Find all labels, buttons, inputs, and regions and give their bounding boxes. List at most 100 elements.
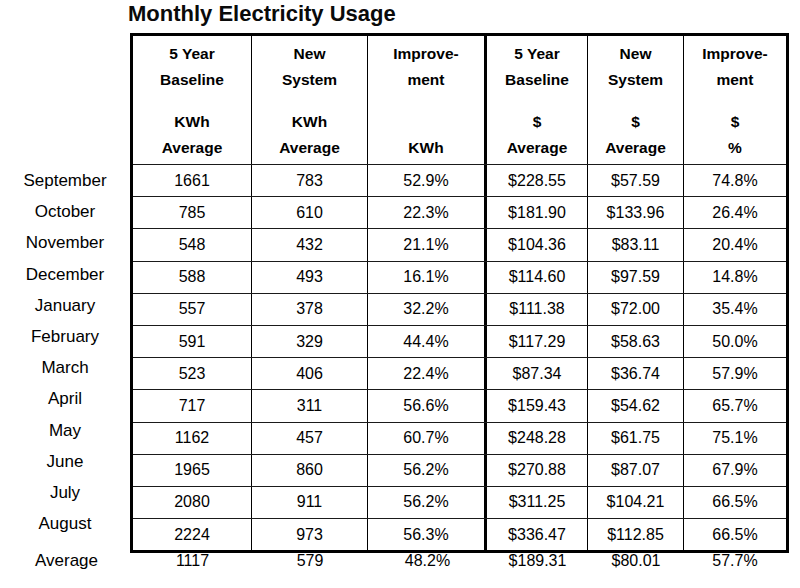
header-line: ment [686, 67, 784, 93]
table-cell: $117.29 [487, 326, 588, 357]
header-line: Improve- [686, 41, 784, 67]
header-line: Improve- [370, 41, 482, 67]
table-cell: 56.2% [368, 487, 487, 518]
table-cell: 20.4% [684, 229, 786, 260]
table-cell: 65.7% [684, 390, 786, 421]
table-cell: $114.60 [487, 262, 588, 293]
table-cell: 26.4% [684, 197, 786, 228]
header-cell: NewSystem KWhAverage [252, 36, 368, 164]
table-row: 55737832.2%$111.38$72.0035.4% [133, 294, 786, 326]
header-line: 5 Year [135, 41, 249, 67]
table-cell: 378 [252, 294, 368, 325]
table-cell: $36.74 [588, 358, 684, 389]
average-cell: 48.2% [368, 546, 487, 576]
month-label-column: SeptemberOctoberNovemberDecemberJanuaryF… [0, 33, 130, 540]
table-cell: 44.4% [368, 326, 487, 357]
table-cell: 311 [252, 390, 368, 421]
spreadsheet-page: Monthly Electricity Usage SeptemberOctob… [0, 0, 800, 588]
average-cell: 57.7% [684, 546, 786, 576]
header-line: New [254, 41, 365, 67]
month-label: March [0, 353, 130, 384]
table-cell: 74.8% [684, 165, 786, 196]
table-cell: 911 [252, 487, 368, 518]
table-cell: 67.9% [684, 455, 786, 486]
table-cell: 32.2% [368, 294, 487, 325]
header-line: Average [254, 135, 365, 161]
table-cell: 783 [252, 165, 368, 196]
table-row: 166178352.9%$228.55$57.5974.8% [133, 165, 786, 197]
table-cell: 548 [133, 229, 252, 260]
month-label: September [0, 166, 130, 197]
table-cell: $97.59 [588, 262, 684, 293]
table-cell: 717 [133, 390, 252, 421]
table-cell: $72.00 [588, 294, 684, 325]
table-cell: $111.38 [487, 294, 588, 325]
header-unit-lines: $Average [590, 109, 681, 161]
header-line: Average [489, 135, 585, 161]
month-label: January [0, 290, 130, 321]
header-line: ment [370, 67, 482, 93]
table-cell: 56.6% [368, 390, 487, 421]
header-line: KWh [254, 109, 365, 135]
table-row: 59132944.4%$117.29$58.6350.0% [133, 326, 786, 358]
table-row: 52340622.4%$87.34$36.7457.9% [133, 358, 786, 390]
month-label: May [0, 415, 130, 446]
average-cell: 1117 [133, 546, 252, 576]
header-line [370, 109, 482, 135]
table-cell: $311.25 [487, 487, 588, 518]
table-row: 78561022.3%$181.90$133.9626.4% [133, 197, 786, 229]
average-cell: 579 [252, 546, 368, 576]
table-cell: 591 [133, 326, 252, 357]
table-cell: 50.0% [684, 326, 786, 357]
header-line: $ [686, 109, 784, 135]
table-cell: 66.5% [684, 487, 786, 518]
header-row: 5 YearBaselineKWhAverageNewSystemKWhAver… [133, 36, 786, 165]
header-cell: 5 YearBaseline$Average [487, 36, 588, 164]
table-cell: $181.90 [487, 197, 588, 228]
page-title: Monthly Electricity Usage [128, 1, 396, 27]
month-label: August [0, 509, 130, 540]
header-title-lines: 5 YearBaseline [135, 41, 249, 93]
label-column-spacer [0, 33, 130, 166]
table-cell: 860 [252, 455, 368, 486]
month-label: June [0, 446, 130, 477]
header-title-lines: NewSystem [254, 41, 365, 93]
header-title-lines: NewSystem [590, 41, 681, 93]
header-title-lines: 5 YearBaseline [489, 41, 585, 93]
table-cell: 457 [252, 423, 368, 454]
table-cell: 1965 [133, 455, 252, 486]
table-cell: 52.9% [368, 165, 487, 196]
table-cell: 35.4% [684, 294, 786, 325]
table-cell: 2080 [133, 487, 252, 518]
table-cell: $270.88 [487, 455, 588, 486]
average-label: Average [0, 546, 133, 576]
table-cell: 785 [133, 197, 252, 228]
header-line: 5 Year [489, 41, 585, 67]
header-line: Baseline [135, 67, 249, 93]
header-cell: Improve-ment$% [684, 36, 786, 164]
month-label: October [0, 197, 130, 228]
month-label: July [0, 477, 130, 508]
table-row: 116245760.7%$248.28$61.7575.1% [133, 423, 786, 455]
header-unit-lines: KWhAverage [254, 109, 365, 161]
table-cell: $104.21 [588, 487, 684, 518]
average-row: Average111757948.2%$189.31$80.0157.7% [0, 546, 786, 576]
table-cell: 21.1% [368, 229, 487, 260]
average-cell: $80.01 [588, 546, 684, 576]
header-line: Average [135, 135, 249, 161]
table-cell: $58.63 [588, 326, 684, 357]
table-cell: $228.55 [487, 165, 588, 196]
table-row: 71731156.6%$159.43$54.6265.7% [133, 390, 786, 422]
table-cell: 14.8% [684, 262, 786, 293]
table-cell: 329 [252, 326, 368, 357]
table-cell: $87.07 [588, 455, 684, 486]
table-cell: $159.43 [487, 390, 588, 421]
header-line: Average [590, 135, 681, 161]
month-label: April [0, 384, 130, 415]
table-cell: 406 [252, 358, 368, 389]
table-cell: 523 [133, 358, 252, 389]
table-cell: $133.96 [588, 197, 684, 228]
data-table: 5 YearBaselineKWhAverageNewSystemKWhAver… [130, 33, 789, 553]
month-label: December [0, 259, 130, 290]
header-line: New [590, 41, 681, 67]
